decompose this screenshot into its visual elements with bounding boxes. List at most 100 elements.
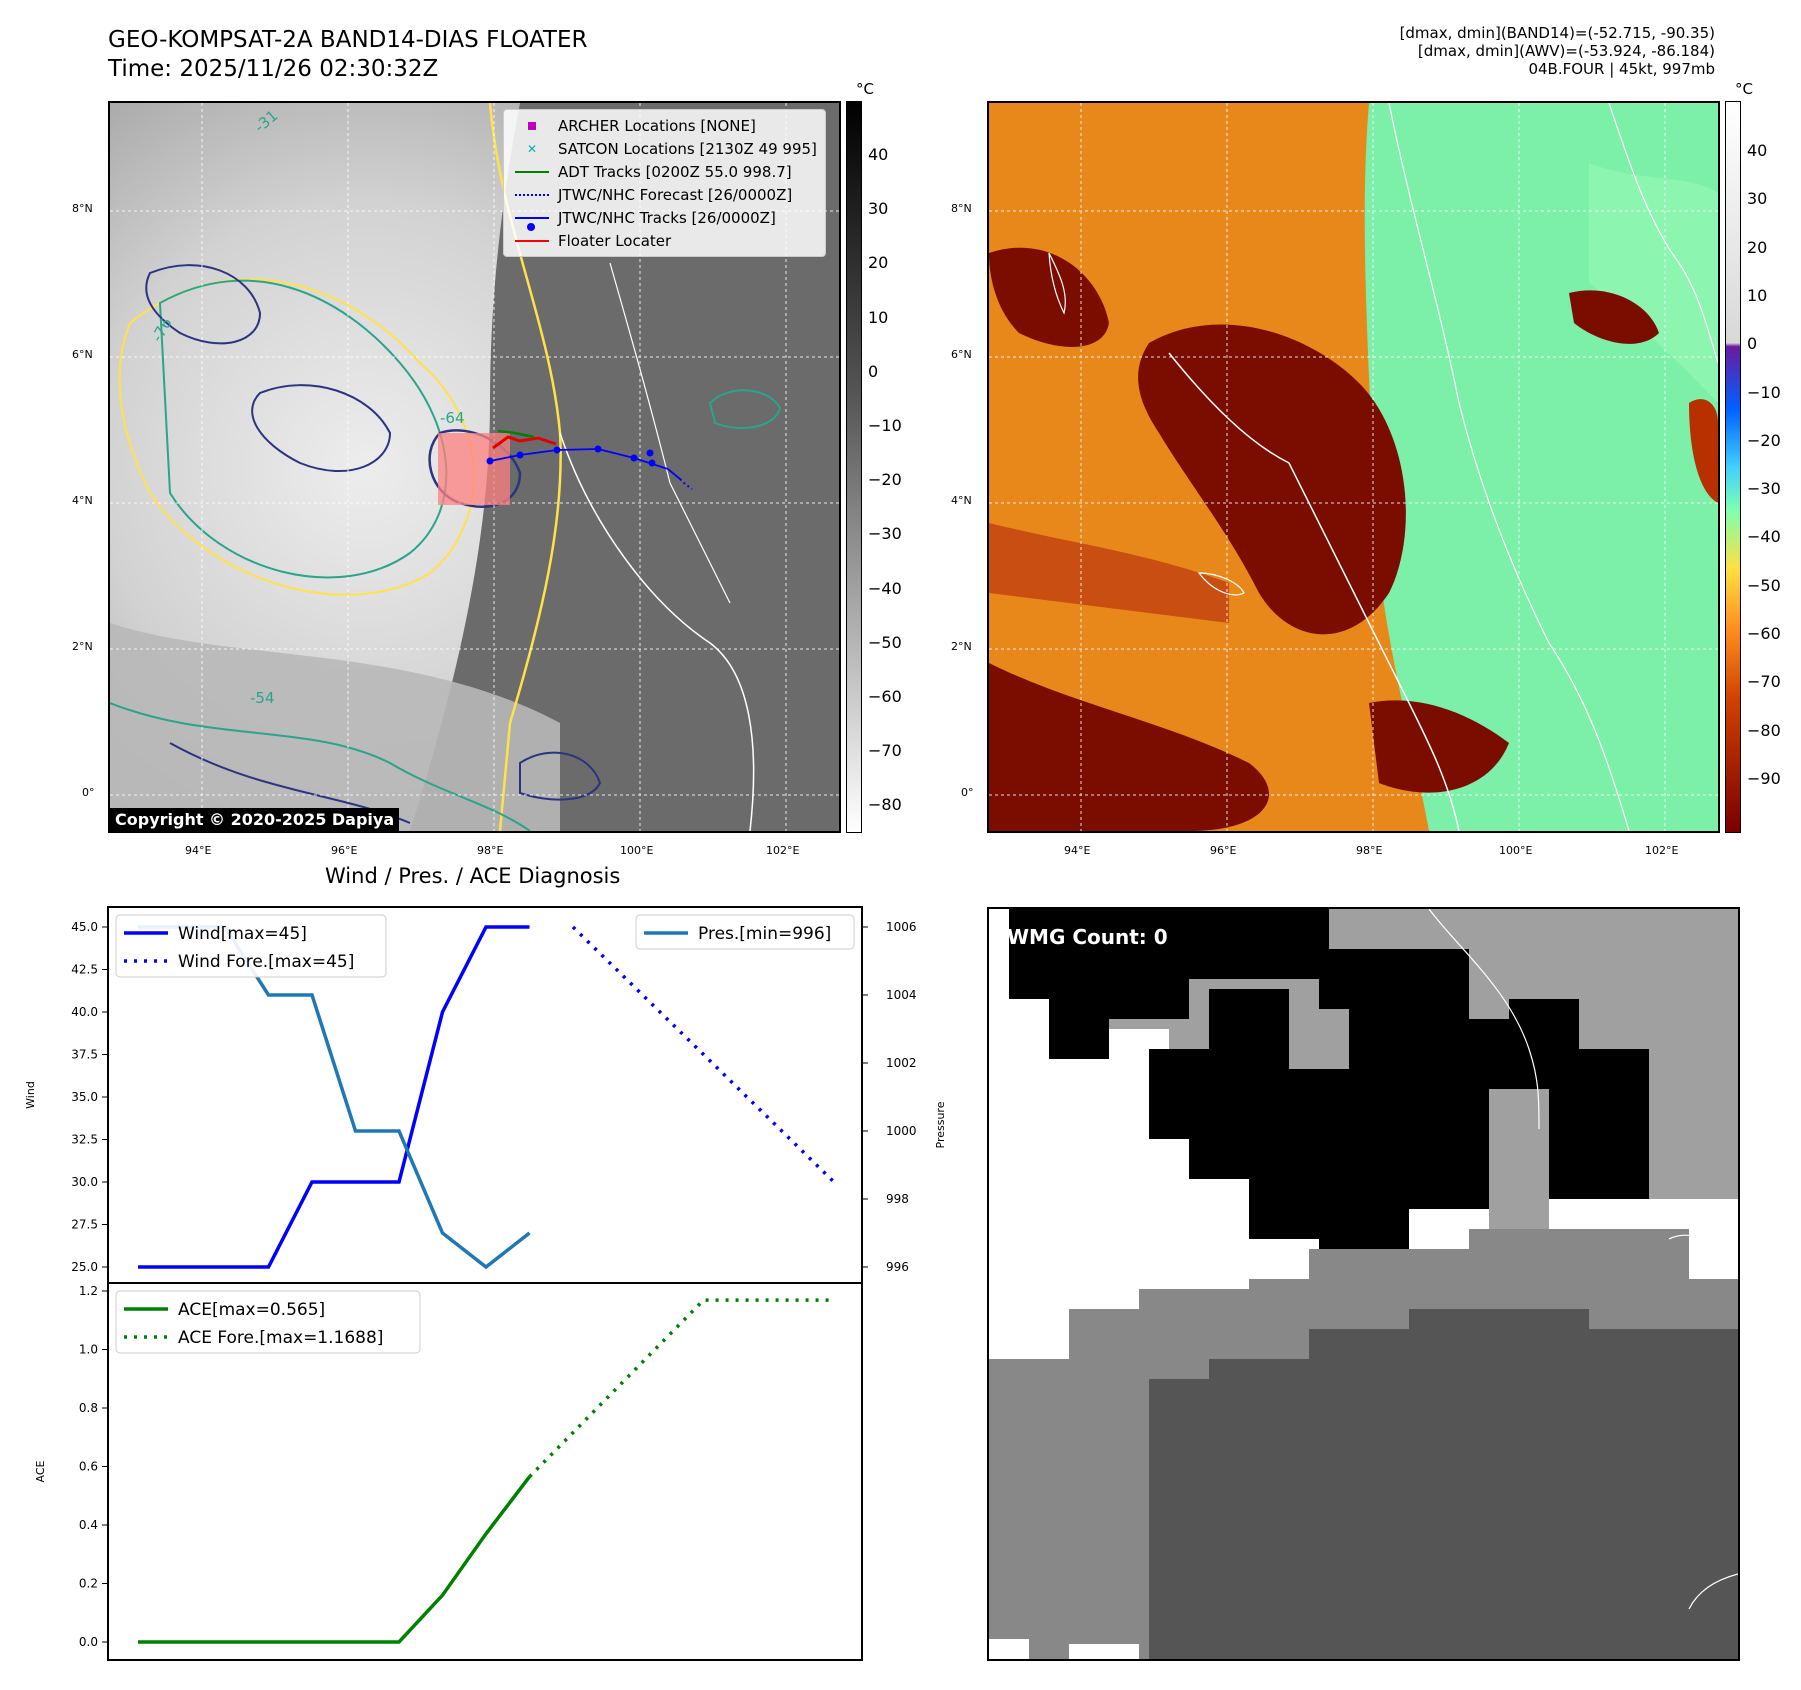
wind-forecast-line — [571, 925, 836, 1184]
ace-ytick-label: 0.2 — [79, 1577, 98, 1591]
colorbar1-tick: −40 — [868, 578, 902, 598]
colorbar1-tick: −50 — [868, 632, 902, 652]
lon-label-96e: 96°E — [331, 844, 358, 857]
legend-jtwc-forecast: JTWC/NHC Forecast [26/0000Z] — [512, 183, 817, 206]
wind-legend-label: Wind Fore.[max=45] — [178, 952, 354, 972]
lat2-label-0: 0° — [961, 786, 974, 799]
wind-ytick-label: 32.5 — [71, 1133, 98, 1147]
colorbar1-tick: 20 — [868, 253, 889, 273]
lon2-label-100e: 100°E — [1499, 844, 1533, 857]
colorbar2-tick: −30 — [1747, 479, 1781, 499]
colorbar1-tick: 10 — [868, 307, 889, 327]
title-line2: Time: 2025/11/26 02:30:32Z — [108, 56, 439, 82]
colorbar2-tick: 20 — [1747, 237, 1768, 257]
wind-ytick-label: 27.5 — [71, 1218, 98, 1232]
lon-label-102e: 102°E — [766, 844, 800, 857]
wind-legend-label: Wind[max=45] — [178, 924, 307, 944]
lat2-label-6n: 6°N — [951, 348, 972, 361]
wind-ytick-label: 25.0 — [71, 1260, 98, 1274]
wmg-panel: WMG Count: 0 — [987, 907, 1740, 1661]
pressure-line — [138, 925, 531, 1270]
pres-legend-box — [635, 914, 855, 950]
lat2-label-8n: 8°N — [951, 202, 972, 215]
colorbar2-tick: −40 — [1747, 527, 1781, 547]
wind-ytick-label: 37.5 — [71, 1048, 98, 1062]
lon2-label-94e: 94°E — [1064, 844, 1091, 857]
colorbar1-tick: −30 — [868, 524, 902, 544]
lon2-label-102e: 102°E — [1645, 844, 1679, 857]
pres-axis-label: Pressure — [934, 1101, 947, 1148]
colorbar2-tick: −60 — [1747, 624, 1781, 643]
lat-label-8n: 8°N — [72, 202, 93, 215]
lon-label-100e: 100°E — [620, 844, 654, 857]
adt-track-line — [497, 429, 535, 439]
colorbar2-tick: −90 — [1747, 768, 1781, 788]
lat-label-2n: 2°N — [72, 640, 93, 653]
ace-legend-box — [115, 1290, 421, 1354]
wmg-canvas — [989, 909, 1738, 1659]
awv-map-canvas — [989, 103, 1718, 831]
diagnosis-title: Wind / Pres. / ACE Diagnosis — [325, 864, 621, 888]
pres-ytick-label: 998 — [886, 1192, 909, 1206]
wind-ytick-label: 40.0 — [71, 1005, 98, 1019]
colorbar2-tick: −80 — [1747, 720, 1781, 740]
ace-legend-label: ACE[max=0.565] — [178, 1300, 325, 1320]
legend-satcon: ✕ SATCON Locations [2130Z 49 995] — [526, 139, 817, 158]
colorbar2-tick: −50 — [1747, 575, 1781, 595]
diagnosis-charts: 45.0 42.5 40.0 37.5 35.0 32.5 30.0 27.5 25.0 1006… — [24, 906, 947, 1661]
wind-ytick-label: 35.0 — [71, 1090, 98, 1104]
legend-floater: Floater Locater — [512, 229, 817, 252]
colorbar1-unit: °C — [856, 80, 874, 98]
wind-ytick-label: 45.0 — [71, 920, 98, 934]
ace-ytick-label: 0.0 — [79, 1635, 98, 1649]
figure-title: GEO-KOMPSAT-2A BAND14-DIAS FLOATER Time:… — [108, 26, 588, 84]
ace-forecast-line — [528, 1298, 834, 1478]
ace-ytick-label: 1.0 — [79, 1343, 98, 1357]
legend-jtwc-tracks: JTWC/NHC Tracks [26/0000Z] — [512, 206, 817, 231]
contour-label-2: -64 — [440, 409, 465, 427]
legend-archer: ARCHER Locations [NONE] — [512, 114, 817, 137]
wind-legend-box — [115, 914, 387, 978]
colorbar2-tick: 30 — [1747, 189, 1768, 209]
info-line3: 04B.FOUR | 45kt, 997mb — [1528, 60, 1715, 78]
legend-adt: ADT Tracks [0200Z 55.0 998.7] — [512, 160, 817, 183]
colorbar1-tick: −80 — [868, 795, 902, 815]
info-block: [dmax, dmin](BAND14)=(-52.715, -90.35) [… — [1400, 24, 1715, 78]
wind-ytick-label: 42.5 — [71, 963, 98, 977]
contour-label-3: -54 — [250, 689, 275, 707]
colorbar1-tick: 0 — [868, 361, 879, 381]
colorbar1-tick: −10 — [868, 416, 902, 435]
ace-frame — [107, 1282, 863, 1661]
info-line2: [dmax, dmin](AWV)=(-53.924, -86.184) — [1417, 42, 1715, 60]
wind-line — [138, 925, 530, 1269]
title-line1: GEO-KOMPSAT-2A BAND14-DIAS FLOATER — [108, 27, 588, 53]
lat-label-0: 0° — [82, 786, 95, 799]
colorbar1 — [846, 101, 862, 833]
track-legend: ARCHER Locations [NONE] ✕ SATCON Location… — [503, 109, 826, 257]
wmg-count-label: WMG Count: 0 — [1007, 925, 1168, 949]
lat2-label-4n: 4°N — [951, 494, 972, 507]
colorbar1-tick: 30 — [868, 199, 889, 219]
colorbar2-tick: −10 — [1747, 382, 1781, 402]
lon2-label-98e: 98°E — [1356, 844, 1383, 857]
info-line1: [dmax, dmin](BAND14)=(-52.715, -90.35) — [1399, 24, 1715, 42]
pres-legend-label: Pres.[min=996] — [698, 924, 831, 944]
ace-axis-label: ACE — [34, 1460, 47, 1482]
copyright-label: Copyright © 2020-2025 Dapiya — [110, 808, 400, 831]
colorbar1-tick: −70 — [868, 741, 902, 761]
pres-ytick-label: 1000 — [886, 1124, 917, 1138]
clear-region — [410, 103, 839, 831]
colorbar2-tick: 0 — [1747, 334, 1758, 354]
colorbar1-tick: −60 — [868, 687, 902, 706]
awv-map-panel — [987, 101, 1720, 833]
wind-axis-label: Wind — [24, 1081, 37, 1109]
pres-ytick-label: 996 — [886, 1260, 909, 1274]
colorbar2-tick: −70 — [1747, 672, 1781, 692]
ace-ytick-label: 0.4 — [79, 1518, 98, 1532]
pres-ytick-label: 1004 — [886, 988, 917, 1002]
wmg-dark-region — [1009, 909, 1649, 1259]
colorbar1-tick: 40 — [868, 145, 889, 164]
dry-core — [1138, 324, 1406, 635]
lat-label-6n: 6°N — [72, 348, 93, 361]
pres-ytick-label: 1002 — [886, 1056, 917, 1070]
